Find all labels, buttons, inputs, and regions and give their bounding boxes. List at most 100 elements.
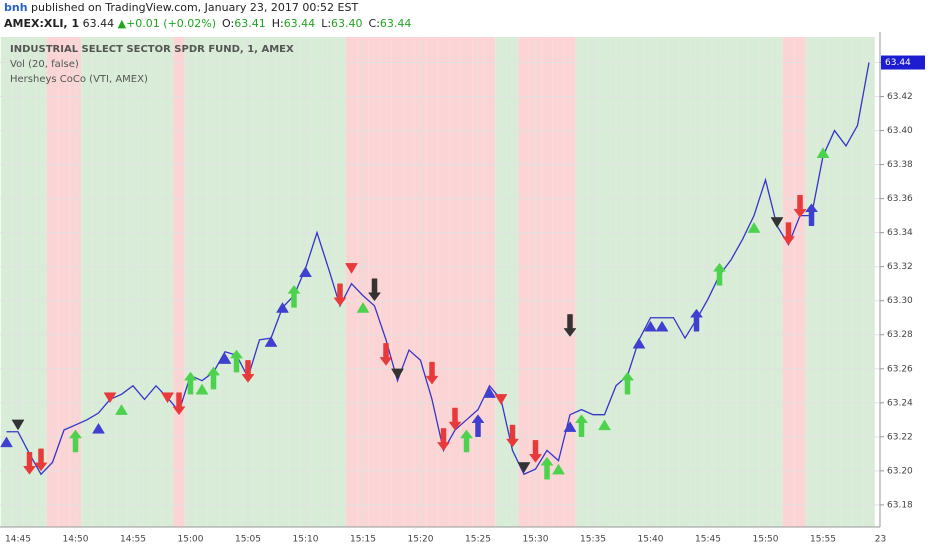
x-tick-label: 15:00	[178, 535, 204, 545]
zone	[311, 37, 323, 527]
zone	[690, 37, 703, 527]
x-tick-label: 15:15	[350, 535, 376, 545]
signal-triangle-up	[276, 302, 289, 313]
signal-arrow-up	[805, 203, 818, 226]
signal-arrow-down	[368, 278, 381, 302]
signal-arrow-up	[471, 414, 485, 437]
signal-arrow-up	[575, 414, 588, 437]
zone	[437, 37, 450, 527]
signal-triangle-up	[92, 422, 105, 434]
zone	[840, 37, 852, 527]
last-price-box	[881, 55, 925, 70]
signal-triangle-up	[552, 463, 565, 475]
signal-triangle-up	[264, 336, 278, 347]
signal-triangle-up	[655, 320, 669, 332]
x-tick-label: 15:50	[753, 535, 779, 545]
x-tick-label: 15:40	[638, 535, 664, 545]
zone	[46, 37, 59, 527]
zone	[104, 37, 116, 527]
signal-triangle-up	[299, 266, 312, 278]
x-tick-label: 23	[875, 535, 886, 545]
legend-line: Vol (20, false)	[10, 59, 79, 70]
ohlc-value: 63.44	[380, 17, 412, 30]
zone	[265, 37, 277, 527]
zone	[23, 37, 36, 527]
signal-arrow-down	[782, 222, 795, 245]
header-line-2: AMEX:XLI, 1 63.44 ▲+0.01 (+0.02%) O:63.41…	[4, 17, 411, 30]
signal-arrow-up	[287, 284, 301, 308]
author[interactable]: bnh	[4, 1, 28, 14]
ohlc-label: L:	[321, 17, 331, 30]
x-tick-label: 14:45	[5, 535, 31, 545]
signal-triangle-up	[747, 222, 761, 233]
y-tick-label: 63.36	[887, 194, 913, 204]
zone	[460, 37, 473, 527]
y-tick-label: 63.26	[887, 364, 913, 374]
zone	[667, 37, 680, 527]
x-tick-label: 14:55	[120, 535, 146, 545]
y-tick-label: 63.20	[887, 466, 913, 476]
last-price-label: 63.44	[885, 58, 911, 68]
zone	[35, 37, 47, 527]
direction: ▲	[118, 17, 127, 30]
axes: 63.18 63.20 63.22 63.24 63.26 63.28 63.30 63.32…	[5, 55, 925, 545]
y-tick-label: 63.24	[887, 398, 913, 408]
signal-triangle-down	[161, 392, 174, 404]
zone	[219, 37, 231, 527]
ohlc-label: C:	[369, 17, 380, 30]
zone	[449, 37, 461, 527]
y-tick-label: 63.22	[887, 432, 913, 442]
x-tick-label: 15:20	[408, 535, 434, 545]
signal-arrow-down	[437, 428, 450, 451]
zone	[736, 37, 749, 527]
price-axis-bg	[880, 32, 932, 550]
signal-arrow-up	[69, 429, 82, 453]
header-line-1: bnh published on TradingView.com, Januar…	[4, 1, 358, 14]
zone	[656, 37, 668, 527]
signal-triangle-up	[0, 436, 13, 448]
signal-triangle-up	[356, 302, 370, 313]
x-tick-label: 15:45	[695, 535, 721, 545]
zone	[828, 37, 841, 527]
zone	[58, 37, 70, 527]
zone	[403, 37, 415, 527]
zone	[633, 37, 645, 527]
zone	[322, 37, 335, 527]
signal-arrow-up	[207, 366, 220, 390]
signal-triangle-down	[345, 263, 358, 274]
legend-line: INDUSTRIAL SELECT SECTOR SPDR FUND, 1, A…	[10, 44, 294, 55]
price-line	[6, 62, 870, 476]
zone	[345, 37, 358, 527]
zone	[230, 37, 243, 527]
signal-arrow-down	[448, 407, 462, 431]
zone	[380, 37, 392, 527]
zone	[173, 37, 185, 527]
y-tick-label: 63.32	[887, 262, 913, 272]
signal-triangle-up	[563, 421, 577, 432]
zone	[575, 37, 588, 527]
y-tick-label: 63.42	[887, 92, 913, 102]
zone	[483, 37, 496, 527]
zone	[621, 37, 634, 527]
ohlc-label: O:	[222, 17, 234, 30]
signal-triangle-down	[103, 392, 117, 404]
zone	[518, 37, 530, 527]
signal-triangle-down	[11, 419, 25, 431]
x-tick-label: 15:30	[523, 535, 549, 545]
zone	[115, 37, 128, 527]
change: +0.01 (+0.02%)	[126, 17, 216, 30]
x-tick-label: 15:25	[465, 535, 491, 545]
marks	[0, 62, 870, 480]
zone	[610, 37, 622, 527]
zone	[725, 37, 737, 527]
zone	[207, 37, 220, 527]
signal-arrow-up	[230, 349, 243, 373]
x-tick-label: 15:35	[580, 535, 606, 545]
zone	[426, 37, 438, 527]
zone	[391, 37, 404, 527]
signal-arrow-down	[172, 392, 186, 416]
zone	[598, 37, 611, 527]
zone	[851, 37, 864, 527]
zone	[863, 37, 875, 527]
